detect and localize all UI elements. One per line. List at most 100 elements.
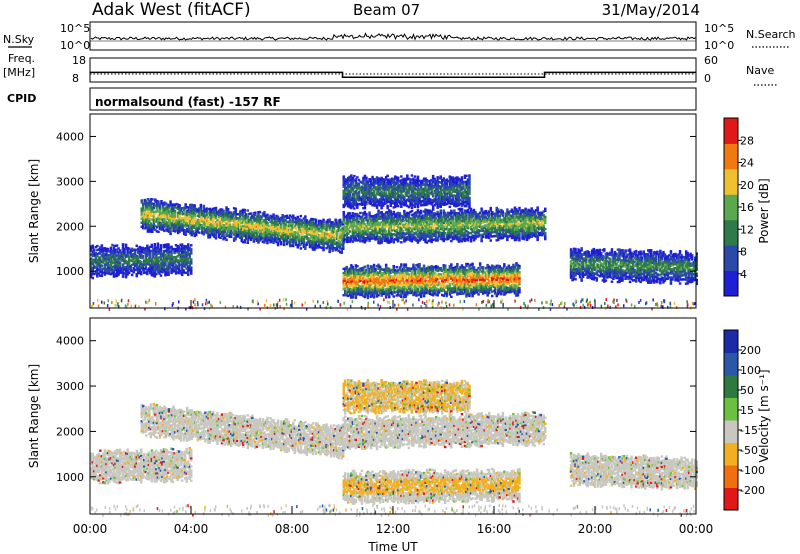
echo-cell <box>527 224 530 228</box>
echo-cell <box>391 179 394 182</box>
echo-cell <box>353 229 356 232</box>
echo-cell <box>394 233 397 237</box>
echo-cell <box>392 180 395 183</box>
echo-cell <box>201 211 204 215</box>
echo-cell <box>378 198 382 201</box>
echo-cell <box>530 219 533 222</box>
echo-cell <box>448 218 452 221</box>
echo-cell <box>365 186 368 190</box>
echo-cell <box>217 213 221 216</box>
echo-cell <box>158 223 162 226</box>
echo-cell <box>151 230 154 233</box>
echo-cell <box>369 237 373 240</box>
echo-cell <box>140 201 143 204</box>
echo-cell <box>266 225 269 229</box>
echo-cell <box>161 218 165 221</box>
echo-cell <box>353 231 356 234</box>
echo-cell <box>412 237 415 240</box>
echo-cell <box>486 213 489 217</box>
echo-cell <box>466 225 470 228</box>
echo-cell <box>406 223 409 227</box>
echo-cell <box>323 227 327 231</box>
echo-cell <box>264 237 268 240</box>
echo-cell <box>356 227 359 230</box>
echo-cell <box>307 227 310 230</box>
echo-cell <box>369 192 373 195</box>
echo-cell <box>456 211 459 215</box>
echo-cell <box>416 221 420 224</box>
echo-cell <box>454 218 458 221</box>
echo-cell <box>497 226 500 229</box>
echo-cell <box>362 222 365 225</box>
echo-cell <box>223 212 227 215</box>
echo-cell <box>363 178 367 182</box>
echo-cell <box>290 222 293 225</box>
echo-cell <box>439 209 442 212</box>
echo-cell <box>339 222 342 226</box>
echo-cell <box>415 223 418 226</box>
echo-cell <box>451 211 455 215</box>
echo-cell <box>142 222 145 226</box>
echo-cell <box>145 206 148 209</box>
echo-cell <box>351 212 355 215</box>
echo-cell <box>173 226 177 229</box>
echo-cell <box>515 216 518 219</box>
echo-cell <box>400 205 403 208</box>
echo-cell <box>270 225 274 229</box>
echo-cell <box>468 235 471 239</box>
echo-cell <box>506 214 509 217</box>
echo-cell <box>507 229 511 232</box>
echo-cell <box>334 242 337 246</box>
echo-cell <box>412 227 415 230</box>
echo-cell <box>427 225 430 228</box>
echo-cell <box>409 221 412 224</box>
echo-cell <box>182 228 186 232</box>
echo-cell <box>354 231 358 234</box>
echo-cell <box>305 241 309 244</box>
echo-cell <box>176 203 180 206</box>
echo-cell <box>363 239 367 242</box>
echo-cell <box>359 221 362 225</box>
echo-cell <box>366 221 370 224</box>
echo-cell <box>413 216 417 219</box>
echo-cell <box>451 219 455 223</box>
echo-cell <box>322 240 325 244</box>
echo-cell <box>272 217 275 220</box>
echo-cell <box>357 187 361 190</box>
echo-cell <box>345 236 348 240</box>
echo-cell <box>431 214 435 217</box>
echo-cell <box>454 222 458 225</box>
echo-cell <box>202 223 206 226</box>
echo-cell <box>388 196 391 199</box>
echo-cell <box>518 223 521 226</box>
echo-cell <box>395 222 398 225</box>
echo-cell <box>163 219 166 222</box>
echo-cell <box>397 178 400 181</box>
echo-cell <box>544 233 547 237</box>
echo-cell <box>353 201 356 204</box>
echo-cell <box>475 231 479 234</box>
echo-cell <box>219 226 222 229</box>
echo-cell <box>433 230 436 233</box>
echo-cell <box>386 200 389 204</box>
echo-cell <box>157 204 160 207</box>
echo-cell <box>401 233 405 236</box>
echo-cell <box>450 217 453 221</box>
echo-cell <box>521 215 524 218</box>
echo-cell <box>239 210 242 213</box>
echo-cell <box>208 236 212 239</box>
echo-cell <box>308 225 312 228</box>
echo-cell <box>347 188 350 192</box>
echo-cell <box>234 225 237 229</box>
echo-cell <box>260 233 263 237</box>
echo-cell <box>469 225 473 229</box>
echo-cell <box>213 211 216 214</box>
echo-cell <box>292 242 295 246</box>
echo-cell <box>428 213 432 216</box>
echo-cell <box>178 208 181 211</box>
echo-cell <box>163 217 166 220</box>
echo-cell <box>397 188 400 192</box>
echo-cell <box>192 206 195 209</box>
echo-cell <box>378 185 382 189</box>
echo-cell <box>178 210 181 213</box>
